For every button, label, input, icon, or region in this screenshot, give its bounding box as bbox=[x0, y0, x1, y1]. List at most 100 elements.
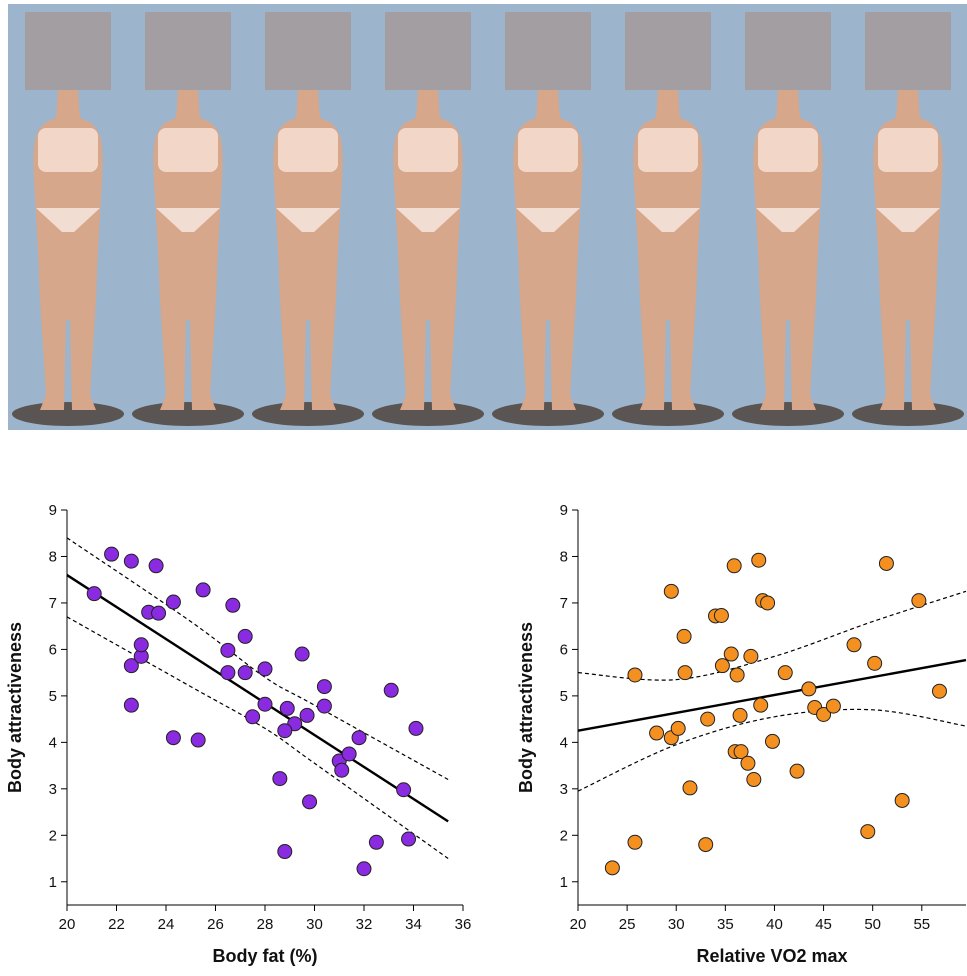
x-tick-label: 40 bbox=[766, 916, 783, 933]
x-axis-title: Body fat (%) bbox=[213, 946, 318, 966]
y-tick-label: 4 bbox=[560, 734, 568, 751]
top-garment bbox=[878, 128, 938, 172]
data-point bbox=[650, 726, 664, 740]
regression-line bbox=[67, 575, 448, 821]
y-tick-label: 2 bbox=[49, 827, 57, 844]
data-point bbox=[747, 773, 761, 787]
data-point bbox=[369, 835, 383, 849]
y-tick-label: 1 bbox=[49, 874, 57, 891]
y-tick-label: 7 bbox=[560, 595, 568, 612]
data-point bbox=[714, 608, 728, 622]
x-tick-label: 22 bbox=[108, 916, 125, 933]
top-garment bbox=[638, 128, 698, 172]
data-point bbox=[754, 698, 768, 712]
y-tick-label: 6 bbox=[49, 641, 57, 658]
data-point bbox=[87, 587, 101, 601]
data-point bbox=[664, 584, 678, 598]
data-point bbox=[278, 724, 292, 738]
top-garment bbox=[158, 128, 218, 172]
y-tick-label: 9 bbox=[49, 502, 57, 519]
x-tick-label: 20 bbox=[570, 916, 587, 933]
blurred-face bbox=[385, 12, 471, 90]
data-point bbox=[761, 596, 775, 610]
data-point bbox=[280, 701, 294, 715]
top-garment bbox=[278, 128, 338, 172]
data-point bbox=[342, 747, 356, 761]
data-point bbox=[895, 793, 909, 807]
data-point bbox=[671, 721, 685, 735]
platform bbox=[132, 402, 244, 426]
blurred-face bbox=[505, 12, 591, 90]
data-point bbox=[727, 559, 741, 573]
data-point bbox=[678, 666, 692, 680]
data-point bbox=[149, 559, 163, 573]
data-point bbox=[730, 668, 744, 682]
confidence-band bbox=[67, 617, 448, 859]
y-tick-label: 8 bbox=[560, 548, 568, 565]
data-point bbox=[701, 712, 715, 726]
top-garment bbox=[38, 128, 98, 172]
blurred-face bbox=[865, 12, 951, 90]
data-point bbox=[335, 763, 349, 777]
data-point bbox=[300, 708, 314, 722]
x-axis-title: Relative VO2 max bbox=[696, 946, 847, 966]
blurred-face bbox=[25, 12, 111, 90]
data-point bbox=[790, 764, 804, 778]
x-tick-label: 35 bbox=[717, 916, 734, 933]
data-point bbox=[166, 731, 180, 745]
y-tick-label: 6 bbox=[560, 641, 568, 658]
data-point bbox=[752, 553, 766, 567]
data-point bbox=[124, 554, 138, 568]
platform bbox=[372, 402, 484, 426]
x-tick-label: 32 bbox=[356, 916, 373, 933]
data-point bbox=[879, 556, 893, 570]
data-point bbox=[715, 659, 729, 673]
blurred-face bbox=[145, 12, 231, 90]
blurred-face bbox=[265, 12, 351, 90]
y-tick-label: 5 bbox=[49, 688, 57, 705]
data-point bbox=[765, 734, 779, 748]
data-point bbox=[273, 772, 287, 786]
confidence-band bbox=[67, 538, 448, 780]
x-tick-label: 36 bbox=[455, 916, 472, 933]
data-point bbox=[802, 682, 816, 696]
data-point bbox=[861, 825, 875, 839]
data-point bbox=[847, 638, 861, 652]
data-point bbox=[124, 698, 138, 712]
confidence-band bbox=[578, 709, 966, 791]
x-tick-label: 30 bbox=[306, 916, 323, 933]
top-garment bbox=[398, 128, 458, 172]
x-tick-label: 20 bbox=[59, 916, 76, 933]
y-tick-label: 3 bbox=[560, 781, 568, 798]
data-point bbox=[303, 795, 317, 809]
data-point bbox=[402, 832, 416, 846]
photo-panel bbox=[8, 4, 967, 430]
data-point bbox=[246, 710, 260, 724]
data-point bbox=[932, 684, 946, 698]
x-tick-label: 45 bbox=[815, 916, 832, 933]
x-tick-label: 28 bbox=[257, 916, 274, 933]
platform bbox=[612, 402, 724, 426]
data-point bbox=[221, 666, 235, 680]
x-tick-label: 34 bbox=[405, 916, 422, 933]
data-point bbox=[226, 598, 240, 612]
data-point bbox=[868, 656, 882, 670]
data-point bbox=[683, 781, 697, 795]
x-tick-label: 55 bbox=[913, 916, 930, 933]
data-point bbox=[221, 643, 235, 657]
data-point bbox=[409, 721, 423, 735]
data-point bbox=[826, 699, 840, 713]
data-point bbox=[628, 835, 642, 849]
data-point bbox=[295, 647, 309, 661]
data-point bbox=[238, 666, 252, 680]
platform bbox=[12, 402, 124, 426]
data-point bbox=[258, 697, 272, 711]
platform bbox=[492, 402, 604, 426]
data-point bbox=[357, 862, 371, 876]
y-tick-label: 2 bbox=[560, 827, 568, 844]
platform bbox=[252, 402, 364, 426]
y-tick-label: 3 bbox=[49, 781, 57, 798]
x-tick-label: 30 bbox=[668, 916, 685, 933]
